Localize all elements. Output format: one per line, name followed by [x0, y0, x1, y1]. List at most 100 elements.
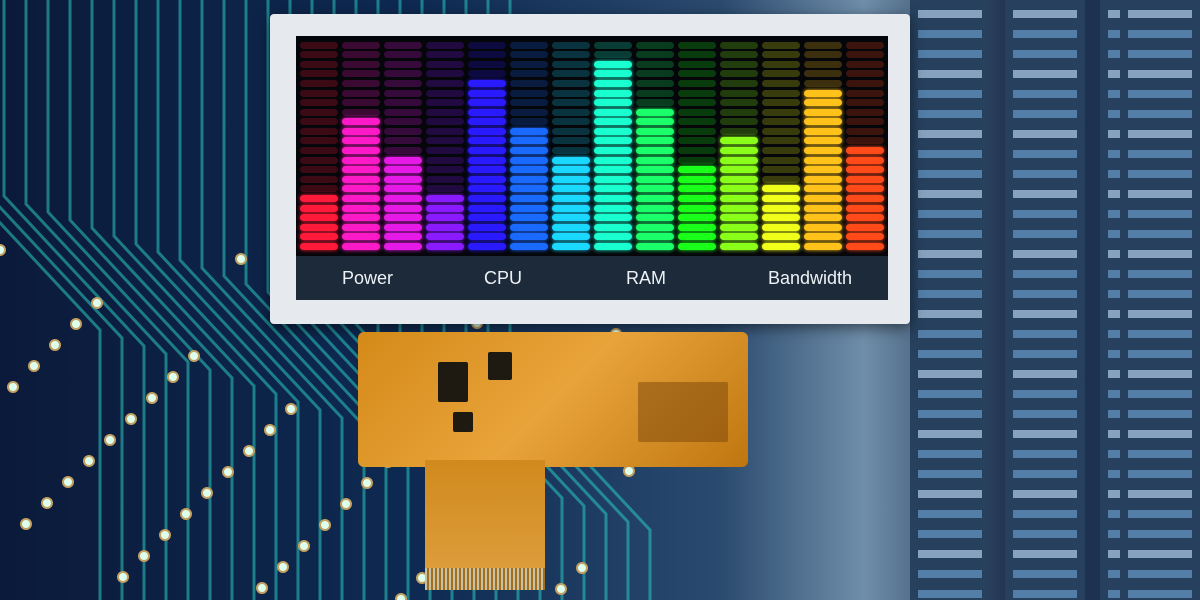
server-unit: [918, 190, 982, 198]
meter-segment: [384, 233, 422, 241]
meter-segment: [510, 185, 548, 193]
meter-segment: [342, 70, 380, 78]
server-unit: [1128, 310, 1192, 318]
meter-segment: [300, 60, 338, 68]
server-unit: [918, 50, 982, 58]
pcb-via: [104, 434, 116, 446]
server-unit: [1128, 550, 1192, 558]
server-unit: [1128, 90, 1192, 98]
server-unit: [1013, 390, 1077, 398]
meter-segment: [426, 156, 464, 164]
server-unit: [1128, 170, 1192, 178]
meter-segment: [384, 89, 422, 97]
meter-segment: [846, 99, 884, 107]
meter-column: [846, 40, 884, 250]
meter-segment: [678, 156, 716, 164]
pcb-via: [361, 477, 373, 489]
pcb-via: [125, 413, 137, 425]
meter-segment: [468, 51, 506, 59]
server-unit: [1128, 190, 1192, 198]
meter-segment: [762, 118, 800, 126]
meter-segment: [636, 99, 674, 107]
meter-segment: [342, 243, 380, 250]
meter-segment: [468, 118, 506, 126]
meter-segment: [846, 243, 884, 250]
meter-segment: [552, 99, 590, 107]
meter-segment: [426, 175, 464, 183]
meter-segment: [342, 99, 380, 107]
server-unit: [1128, 290, 1192, 298]
lcd-screen: Power CPU RAM Bandwidth: [296, 36, 888, 300]
server-unit: [1128, 470, 1192, 478]
server-unit: [1013, 70, 1077, 78]
meter-segment: [846, 70, 884, 78]
server-unit: [1013, 110, 1077, 118]
meter-segment: [384, 185, 422, 193]
server-unit: [918, 210, 982, 218]
server-unit: [918, 530, 982, 538]
pcb-via: [576, 562, 588, 574]
meter-segment: [300, 175, 338, 183]
meter-segment: [762, 223, 800, 231]
meter-segment: [384, 60, 422, 68]
meter-column: [468, 40, 506, 250]
meter-segment: [552, 243, 590, 250]
meter-segment: [510, 195, 548, 203]
meter-segment: [552, 127, 590, 135]
pcb-via: [28, 360, 40, 372]
meter-segment: [342, 108, 380, 116]
server-unit: [918, 90, 982, 98]
meter-segment: [342, 204, 380, 212]
meter-segment: [342, 156, 380, 164]
pcb-via: [555, 583, 567, 595]
meter-segment: [300, 118, 338, 126]
server-unit: [1128, 330, 1192, 338]
pcb-via: [319, 519, 331, 531]
meter-segment: [804, 41, 842, 49]
meter-segment: [384, 223, 422, 231]
meter-segment: [594, 51, 632, 59]
meter-segment: [552, 166, 590, 174]
meter-segment: [300, 233, 338, 241]
meter-segment: [846, 137, 884, 145]
server-rack: [1120, 0, 1200, 600]
meter-segment: [804, 89, 842, 97]
label-strip: Power CPU RAM Bandwidth: [296, 256, 888, 300]
meter-column: [510, 40, 548, 250]
meter-segment: [678, 127, 716, 135]
meter-segment: [720, 243, 758, 250]
meter-segment: [636, 147, 674, 155]
meter-segment: [804, 108, 842, 116]
pcb-via: [167, 371, 179, 383]
server-unit: [918, 270, 982, 278]
meter-segment: [300, 166, 338, 174]
meter-segment: [594, 223, 632, 231]
meter-segment: [804, 127, 842, 135]
meter-column: [594, 40, 632, 250]
meter-segment: [342, 118, 380, 126]
server-unit: [1013, 510, 1077, 518]
server-unit: [1013, 310, 1077, 318]
server-unit: [1013, 450, 1077, 458]
meter-segment: [510, 89, 548, 97]
meter-segment: [636, 214, 674, 222]
meter-segment: [552, 214, 590, 222]
meter-segment: [510, 233, 548, 241]
meter-segment: [636, 89, 674, 97]
meter-segment: [594, 243, 632, 250]
meter-segment: [678, 51, 716, 59]
server-unit: [1128, 530, 1192, 538]
meter-segment: [594, 185, 632, 193]
meter-segment: [426, 60, 464, 68]
meter-segment: [678, 166, 716, 174]
pcb-via: [62, 476, 74, 488]
meter-segment: [594, 195, 632, 203]
meter-segment: [342, 233, 380, 241]
meter-segment: [552, 137, 590, 145]
server-unit: [1013, 370, 1077, 378]
meter-segment: [720, 214, 758, 222]
meter-segment: [846, 175, 884, 183]
server-unit: [1013, 330, 1077, 338]
meter-segment: [720, 204, 758, 212]
meter-segment: [468, 204, 506, 212]
